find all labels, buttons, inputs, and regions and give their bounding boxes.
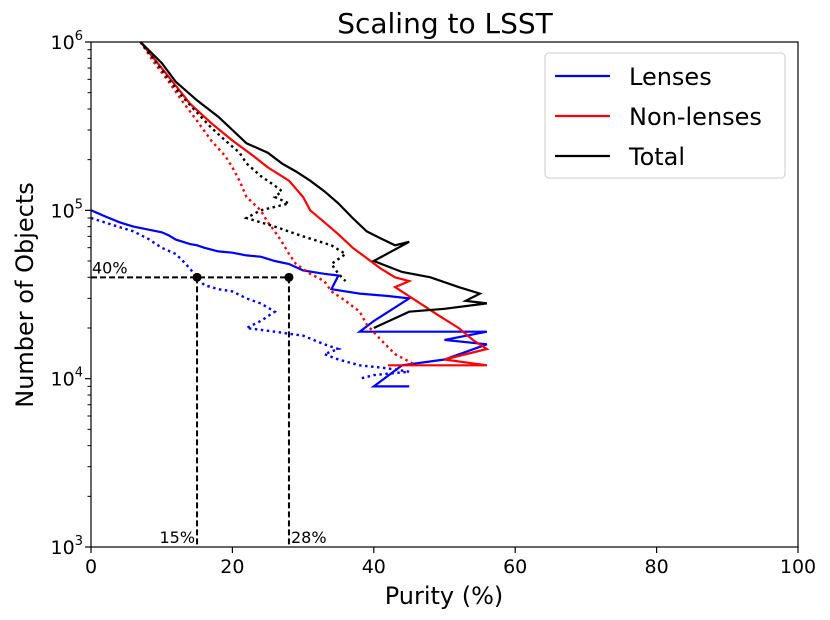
legend-label-lenses: Lenses xyxy=(629,63,712,91)
series-line-lenses-dotted xyxy=(90,216,410,380)
x-tick-label: 80 xyxy=(645,556,669,578)
legend-label-non-lenses: Non-lenses xyxy=(629,103,762,131)
annotation-layer: 40% 15% 28% xyxy=(91,258,327,547)
marker-point xyxy=(192,272,202,282)
y-tick-label: 104 xyxy=(51,366,83,391)
y-tick-label: 105 xyxy=(51,197,83,222)
series-line-total xyxy=(139,41,488,329)
y-tick-label: 103 xyxy=(51,534,83,559)
horizontal-annotation-label: 40% xyxy=(92,258,128,277)
x-tick-label: 100 xyxy=(780,556,816,578)
marker-label: 15% xyxy=(159,528,195,547)
lines-layer xyxy=(90,41,490,388)
legend: Lenses Non-lenses Total xyxy=(544,52,786,179)
x-axis: 0 20 40 60 80 100 xyxy=(85,547,816,578)
chart-title: Scaling to LSST xyxy=(337,7,553,40)
legend-box xyxy=(544,52,786,179)
legend-label-total: Total xyxy=(628,143,685,171)
series-line-non-lenses-dotted xyxy=(139,41,417,367)
x-tick-label: 40 xyxy=(362,556,386,578)
x-axis-label: Purity (%) xyxy=(385,582,504,610)
x-tick-label: 0 xyxy=(85,556,97,578)
y-axis: 103 104 105 106 xyxy=(51,29,91,559)
marker-point xyxy=(284,272,294,282)
x-tick-label: 60 xyxy=(503,556,527,578)
series-line-total-dotted xyxy=(139,41,348,282)
series-line-lenses xyxy=(90,209,488,388)
marker-label: 28% xyxy=(291,528,327,547)
x-tick-label: 20 xyxy=(220,556,244,578)
y-axis-label: Number of Objects xyxy=(11,182,39,407)
series-line-non-lenses xyxy=(139,41,490,367)
y-tick-label: 106 xyxy=(51,29,83,54)
plot-frame xyxy=(90,41,799,548)
